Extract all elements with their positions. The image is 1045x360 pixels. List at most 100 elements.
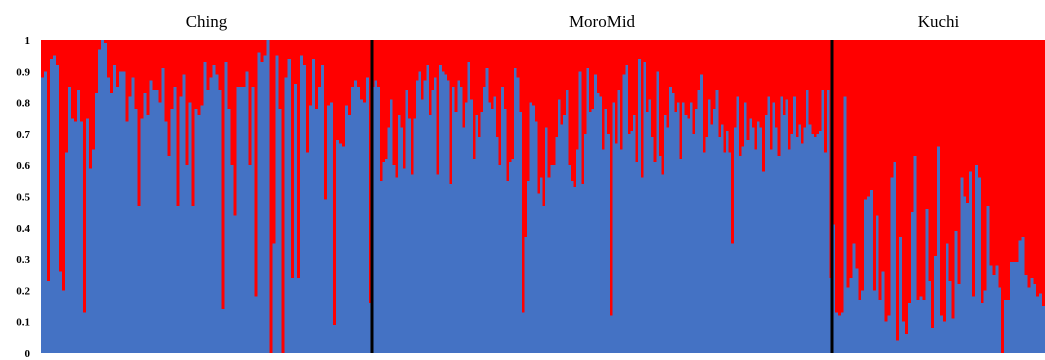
bar-segment-red [194,40,198,109]
bar-segment-blue [365,77,370,353]
bar-segment-blue [826,90,830,353]
bar-segment-blue [746,140,750,353]
bar-segment-blue [537,193,541,353]
bar-segment-blue [899,237,903,353]
bar-segment-blue [338,143,343,353]
bar-segment-red [633,40,636,116]
bar-segment-red [242,40,247,87]
bar-segment-red [185,40,189,166]
bar-segment-red [47,40,51,282]
bar-segment-blue [155,90,159,353]
bar-segment-blue [221,309,225,353]
bar-segment-blue [449,183,453,353]
bar-segment-blue [542,205,546,353]
bar-segment-red [353,40,358,81]
bar-segment-red [808,40,812,125]
bar-segment-red [751,40,755,128]
bar-segment-blue [353,80,358,353]
bar-segment-blue [550,165,554,353]
bar-segment-red [960,40,964,178]
bar-segment-blue [260,61,265,353]
bar-segment-red [648,40,652,100]
bar-segment-blue [41,77,45,353]
bar-segment-blue [736,96,740,353]
bar-segment-blue [904,334,909,353]
bar-segment-red [272,40,277,244]
bar-segment-blue [446,80,450,353]
bar-segment-red [472,40,476,159]
bar-segment-red [899,40,903,238]
bar-segment-red [890,40,894,178]
bar-segment-blue [710,124,714,353]
bar-segment-blue [707,99,711,353]
bar-segment-red [777,40,781,156]
bar-segment-blue [320,65,325,353]
bar-segment-blue [849,277,853,353]
bar-segment-red [811,40,815,134]
bar-segment-red [514,40,518,69]
bar-segment-red [602,40,605,150]
bar-segment-red [746,40,750,141]
bar-segment-red [607,40,611,134]
bar-segment-red [803,40,807,128]
bar-segment-blue [158,102,162,353]
bar-segment-red [884,40,888,322]
bar-segment-blue [104,43,108,353]
bar-segment-blue [692,133,696,353]
bar-segment-blue [439,65,443,353]
bar-segment-blue [44,71,48,354]
bar-segment-red [558,40,562,100]
bar-segment-blue [798,124,802,353]
bar-segment-red [995,40,999,266]
bar-segment-blue [434,77,438,353]
bar-segment-red [726,40,730,131]
bar-segment-red [98,40,102,50]
bar-segment-red [143,40,147,94]
bar-segment-red [465,40,469,103]
bar-segment-red [248,40,253,166]
bar-segment-blue [846,287,850,353]
bar-segment-blue [454,111,458,354]
bar-segment-red [834,40,839,313]
bar-segment-red [287,40,292,59]
bar-segment-blue [591,108,595,353]
bar-segment-blue [612,102,616,353]
bar-segment-blue [643,61,647,353]
bar-segment-red [365,40,370,78]
bar-segment-red [666,40,670,128]
bar-segment-red [173,40,177,87]
bar-segment-blue [780,96,784,353]
bar-segment-blue [266,40,271,353]
bar-segment-blue [858,299,862,353]
bar-segment-blue [387,127,391,353]
bar-segment-blue [803,127,807,353]
bar-segment-blue [977,177,982,353]
bar-segment-blue [957,284,961,353]
bar-segment-blue [576,149,580,353]
bar-segment-red [65,40,69,153]
bar-segment-red [503,40,507,109]
bar-segment-blue [382,162,386,353]
group-label-ching: Ching [186,12,228,31]
bar-segment-red [733,40,737,128]
bar-segment-red [934,40,938,256]
bar-segment-blue [395,177,399,353]
bar-segment-red [1027,40,1031,288]
bar-segment-red [122,40,126,72]
bar-segment-red [41,40,45,78]
bar-segment-red [350,40,355,87]
bar-segment-red [878,40,883,300]
bar-segment-blue [726,130,730,353]
bar-segment-blue [806,90,810,353]
bar-segment-blue [50,58,54,353]
bar-segment-blue [483,86,487,353]
bar-segment-blue [843,96,847,353]
bar-segment-blue [475,115,479,354]
bar-segment-blue [687,118,691,353]
bar-segment-red [379,40,383,181]
bar-segment-blue [775,127,779,353]
bar-segment-red [966,40,970,203]
bar-segment-blue [506,180,510,353]
bar-segment-red [71,40,75,119]
bar-segment-red [462,40,466,128]
